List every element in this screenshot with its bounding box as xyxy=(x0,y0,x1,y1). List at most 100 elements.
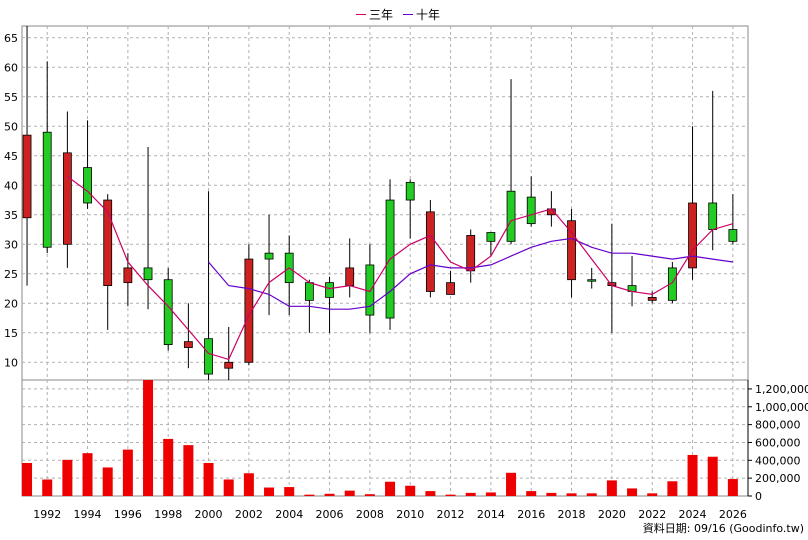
volume-bar xyxy=(506,472,517,496)
candle-body-up xyxy=(728,229,738,242)
ma-10yr-line xyxy=(208,237,733,310)
x-tick-label: 2024 xyxy=(679,508,707,521)
volume-bar xyxy=(647,493,658,496)
candle-body-up xyxy=(667,267,677,301)
x-tick-label: 1994 xyxy=(74,508,102,521)
data-date-footer: 資料日期: 09/16 (Goodinfo.tw) xyxy=(642,522,804,535)
price-tick-label: 20 xyxy=(4,297,18,310)
volume-tick-label: 1,000,000 xyxy=(755,401,808,414)
volume-bar xyxy=(243,473,254,496)
volume-bar xyxy=(727,479,738,496)
volume-bar xyxy=(364,494,375,496)
volume-bar xyxy=(687,454,698,496)
volume-bar xyxy=(385,481,396,496)
volume-bar xyxy=(344,490,355,496)
price-tick-label: 40 xyxy=(4,179,18,192)
volume-tick-label: 600,000 xyxy=(755,436,801,449)
volume-bar xyxy=(304,494,315,496)
volume-bar xyxy=(586,493,597,496)
candle-body-up xyxy=(405,181,415,201)
candle-body-up xyxy=(325,282,334,298)
candle-body-up xyxy=(365,264,375,316)
candle-body-down xyxy=(22,134,32,219)
candle-body-down xyxy=(183,341,193,348)
candle-body-up xyxy=(486,232,496,242)
volume-tick-label: 200,000 xyxy=(755,472,801,485)
x-tick-label: 2012 xyxy=(437,508,465,521)
candle-body-up xyxy=(143,267,153,281)
volume-bar xyxy=(264,487,275,496)
x-tick-label: 2004 xyxy=(275,508,303,521)
price-tick-label: 45 xyxy=(4,150,18,163)
volume-bar xyxy=(445,494,456,496)
volume-bar xyxy=(22,462,33,496)
candle-body-down xyxy=(688,202,697,269)
volume-bar xyxy=(143,380,154,496)
candle-body-up xyxy=(708,202,718,230)
price-tick-label: 30 xyxy=(4,238,18,251)
volume-bar xyxy=(223,479,234,496)
volume-tick-label: 0 xyxy=(755,490,762,503)
candle-body-up xyxy=(83,167,92,204)
x-tick-label: 2022 xyxy=(638,508,666,521)
x-tick-label: 1996 xyxy=(114,508,142,521)
volume-bar xyxy=(122,449,133,496)
x-tick-label: 2018 xyxy=(558,508,586,521)
legend-label-3yr: 三年 xyxy=(369,8,394,22)
volume-bar xyxy=(546,492,557,496)
candle-body-down xyxy=(647,296,657,301)
candle-body-up xyxy=(526,196,536,225)
candle-body-down xyxy=(466,235,476,272)
x-tick-label: 2026 xyxy=(719,508,747,521)
candle-body-up xyxy=(264,252,274,260)
candle-body-down xyxy=(425,211,435,292)
volume-tick-label: 1,200,000 xyxy=(755,383,808,396)
x-tick-label: 1998 xyxy=(154,508,182,521)
legend-swatch-10yr xyxy=(403,14,414,15)
x-tick-label: 2014 xyxy=(477,508,505,521)
candle-body-up xyxy=(42,131,52,248)
candle-body-down xyxy=(244,258,254,363)
volume-bar xyxy=(42,479,53,496)
price-tick-label: 60 xyxy=(4,61,18,74)
x-tick-label: 2010 xyxy=(396,508,424,521)
ma-3yr-line xyxy=(67,176,734,361)
volume-bar xyxy=(526,491,537,496)
candle-body-up xyxy=(163,279,173,346)
volume-bar xyxy=(102,467,113,496)
volume-bar xyxy=(203,462,214,496)
volume-bar xyxy=(163,438,174,496)
volume-bar xyxy=(284,487,295,496)
volume-bar xyxy=(606,480,617,496)
price-plot-area xyxy=(21,25,749,381)
volume-bar xyxy=(465,492,476,496)
x-tick-label: 2000 xyxy=(195,508,223,521)
candle-body-down xyxy=(567,220,576,281)
legend-swatch-3yr xyxy=(356,14,366,15)
volume-bar xyxy=(62,459,73,496)
candle-body-down xyxy=(446,282,455,295)
x-tick-label: 2016 xyxy=(517,508,545,521)
volume-plot-area xyxy=(21,379,749,497)
legend-item-10yr: 十年 xyxy=(403,6,440,23)
legend-label-10yr: 十年 xyxy=(416,8,441,22)
volume-bar xyxy=(324,493,335,496)
x-tick-label: 2002 xyxy=(235,508,263,521)
volume-tick-label: 800,000 xyxy=(755,419,801,432)
x-tick-label: 2006 xyxy=(316,508,344,521)
price-tick-label: 35 xyxy=(4,209,18,222)
volume-bar xyxy=(627,488,638,496)
x-tick-label: 1992 xyxy=(33,508,61,521)
candle-body-down xyxy=(62,152,72,245)
volume-bar xyxy=(425,491,436,496)
volume-bar xyxy=(405,485,416,496)
volume-bar xyxy=(82,453,93,496)
legend-item-3yr: 三年 xyxy=(356,6,393,23)
x-tick-label: 2008 xyxy=(356,508,384,521)
candle-body-down xyxy=(345,267,355,286)
volume-bar xyxy=(667,481,678,496)
x-tick-label: 2020 xyxy=(598,508,626,521)
candle-body-up xyxy=(304,282,314,301)
price-tick-label: 10 xyxy=(4,356,18,369)
